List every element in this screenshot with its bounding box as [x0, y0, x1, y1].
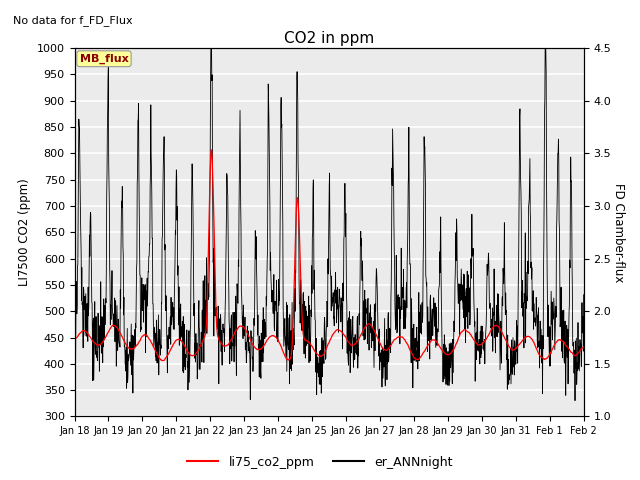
Y-axis label: FD Chamber-flux: FD Chamber-flux [612, 182, 625, 282]
Text: No data for f_FD_Flux: No data for f_FD_Flux [13, 15, 133, 26]
Title: CO2 in ppm: CO2 in ppm [284, 31, 374, 46]
Y-axis label: LI7500 CO2 (ppm): LI7500 CO2 (ppm) [19, 179, 31, 286]
Legend: li75_co2_ppm, er_ANNnight: li75_co2_ppm, er_ANNnight [182, 451, 458, 474]
Text: MB_flux: MB_flux [79, 54, 129, 64]
